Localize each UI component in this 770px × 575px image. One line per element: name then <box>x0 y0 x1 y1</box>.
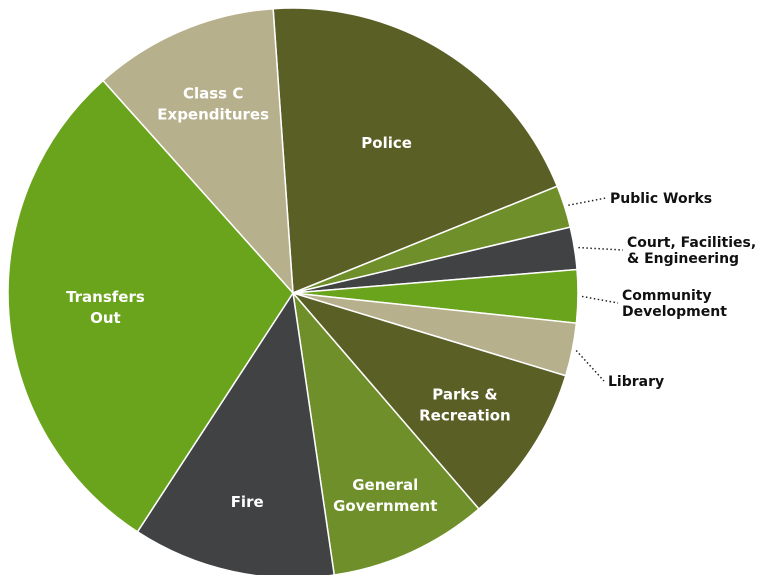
leader-line-court-facilities-and-engineering <box>578 248 623 250</box>
pie-label-court-facilities-and-engineering: Court, Facilities, & Engineering <box>627 235 756 267</box>
leader-line-public-works <box>568 198 606 205</box>
leader-line-community-development <box>582 296 618 303</box>
pie-label-library: Library <box>608 374 664 390</box>
leader-line-library <box>576 351 604 381</box>
pie-label-fire: Fire <box>231 493 264 511</box>
pie-label-community-development: Community Development <box>622 288 727 320</box>
pie-label-public-works: Public Works <box>610 191 712 207</box>
pie-label-police: Police <box>361 134 412 152</box>
